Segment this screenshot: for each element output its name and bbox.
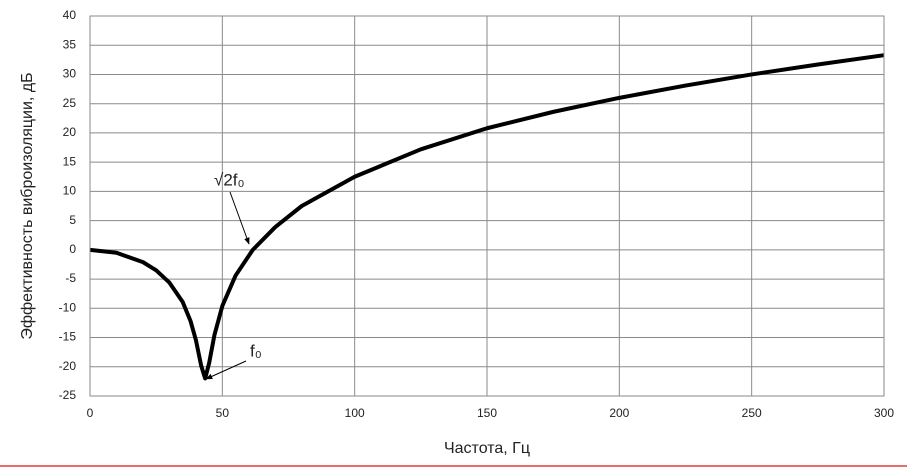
- annotation-arrow: [205, 360, 247, 380]
- x-tick-label: 150: [477, 406, 497, 420]
- annotation: f₀: [250, 341, 262, 360]
- annotation-arrow: [229, 191, 250, 245]
- y-tick-label: 25: [63, 96, 77, 110]
- y-tick-label: -20: [59, 359, 77, 373]
- y-tick-label: -25: [59, 388, 77, 402]
- x-tick-label: 0: [87, 406, 94, 420]
- x-tick-label: 200: [609, 406, 629, 420]
- y-tick-label: -5: [65, 271, 76, 285]
- x-tick-label: 50: [216, 406, 230, 420]
- y-tick-label: 0: [69, 242, 76, 256]
- x-tick-label: 300: [874, 406, 894, 420]
- y-tick-label: -10: [59, 300, 77, 314]
- y-tick-label: 10: [63, 184, 77, 198]
- plot-frame: [89, 15, 885, 397]
- x-tick-label: 100: [345, 406, 365, 420]
- annotation: √2f₀: [214, 170, 245, 189]
- y-tick-label: 35: [63, 37, 77, 51]
- y-tick-label: 30: [63, 67, 77, 81]
- y-tick-label: -15: [59, 330, 77, 344]
- y-axis-title: Эффективность виброизоляции, дБ: [19, 72, 36, 339]
- line-series: [89, 53, 885, 381]
- y-tick-label: 15: [63, 154, 77, 168]
- y-tick-label: 5: [69, 213, 76, 227]
- y-tick-label: 20: [63, 125, 77, 139]
- x-axis-title: Частота, Гц: [444, 440, 530, 457]
- y-tick-label: 40: [63, 8, 77, 22]
- x-tick-label: 250: [742, 406, 762, 420]
